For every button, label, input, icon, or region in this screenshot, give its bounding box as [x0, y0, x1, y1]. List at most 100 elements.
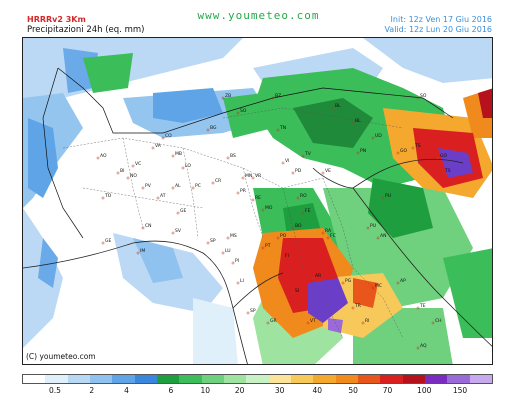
city-label: GE [180, 208, 186, 214]
city-label: VA [155, 143, 162, 149]
city-label: FE [305, 208, 311, 214]
city-label: RO [300, 193, 307, 199]
legend-swatch [447, 375, 470, 383]
city-markers [96, 96, 445, 350]
city-label: AN [380, 233, 386, 239]
city-label: BI [120, 168, 124, 174]
city-label: TO [104, 193, 112, 199]
city-label: PO [280, 233, 287, 239]
city-marker [296, 196, 300, 200]
city-label: BS [230, 153, 236, 159]
city-marker [356, 151, 360, 155]
city-label: MC [375, 283, 382, 289]
legend-swatch [156, 375, 180, 383]
city-label: BL [355, 118, 361, 124]
legend-swatch [335, 375, 358, 383]
city-marker [291, 291, 295, 295]
city-label: BG [210, 125, 217, 131]
city-label: GO [440, 153, 447, 159]
city-marker [351, 121, 355, 125]
city-label: MB [175, 151, 182, 157]
city-label: SV [175, 228, 182, 234]
legend-label: 2 [89, 386, 95, 395]
legend-swatch [402, 375, 425, 383]
city-label: VR [255, 173, 261, 179]
city-marker [261, 208, 265, 212]
city-marker [416, 306, 420, 310]
city-marker [171, 154, 175, 158]
city-label: MO [265, 205, 273, 211]
city-marker [326, 236, 330, 240]
city-label: PC [195, 183, 201, 189]
legend-label: 30 [274, 386, 285, 395]
city-marker [126, 176, 130, 180]
city-marker [236, 281, 240, 285]
city-marker [276, 236, 280, 240]
city-marker [141, 226, 145, 230]
region-borders [62, 107, 404, 339]
city-label: VT [310, 318, 316, 324]
city-label: FI [285, 253, 289, 259]
legend-label: 70 [382, 386, 393, 395]
city-marker [226, 236, 230, 240]
city-label: SP [210, 238, 216, 244]
city-marker [206, 241, 210, 245]
legend-swatch [134, 375, 157, 383]
city-label: SO [240, 108, 247, 114]
city-marker [246, 311, 250, 315]
city-marker [321, 171, 325, 175]
valid-time: Valid: 12z Lun 20 Giu 2016 [384, 25, 492, 34]
city-marker [171, 231, 175, 235]
city-marker [311, 276, 315, 280]
city-label: PD [295, 168, 302, 174]
city-marker [376, 236, 380, 240]
city-label: PR [240, 188, 246, 194]
city-label: UD [375, 133, 382, 139]
city-marker [211, 181, 215, 185]
city-marker [291, 171, 295, 175]
site-url[interactable]: www.youmeteo.com [197, 9, 320, 22]
city-marker [221, 96, 225, 100]
city-marker [441, 171, 445, 175]
city-label: TN [279, 125, 286, 131]
city-marker [396, 281, 400, 285]
city-marker [281, 256, 285, 260]
city-marker [301, 154, 305, 158]
city-label: PG [345, 278, 352, 284]
city-label: PV [145, 183, 152, 189]
city-marker [116, 171, 120, 175]
legend-swatch [223, 375, 247, 383]
city-label: GR [270, 318, 277, 324]
city-label: TS [414, 143, 421, 149]
legend-swatch [179, 375, 202, 383]
city-label: IM [140, 248, 145, 254]
city-label: SI [295, 288, 299, 294]
city-marker [236, 191, 240, 195]
legend-swatch [469, 375, 492, 383]
city-label: SP [250, 308, 256, 314]
city-label: PT [265, 243, 271, 249]
city-marker [181, 166, 185, 170]
city-marker [136, 251, 140, 255]
city-label: LU [225, 248, 231, 254]
city-marker [176, 211, 180, 215]
city-label: PI [235, 258, 239, 264]
legend-swatch [424, 375, 448, 383]
city-label: RI [365, 318, 369, 324]
city-label: AQ [420, 343, 427, 349]
precip-purple [308, 148, 473, 333]
legend-swatch [313, 375, 336, 383]
city-label: CO [165, 133, 172, 139]
city-marker [266, 321, 270, 325]
city-marker [416, 346, 420, 350]
city-marker [101, 196, 105, 200]
legend-label: 4 [124, 386, 129, 395]
city-label: VI [285, 158, 289, 164]
city-label: VE [325, 168, 331, 174]
city-marker [156, 196, 160, 200]
city-marker [261, 246, 265, 250]
city-marker [381, 196, 385, 200]
city-label: GO [400, 148, 407, 154]
city-label: PN [360, 148, 366, 154]
